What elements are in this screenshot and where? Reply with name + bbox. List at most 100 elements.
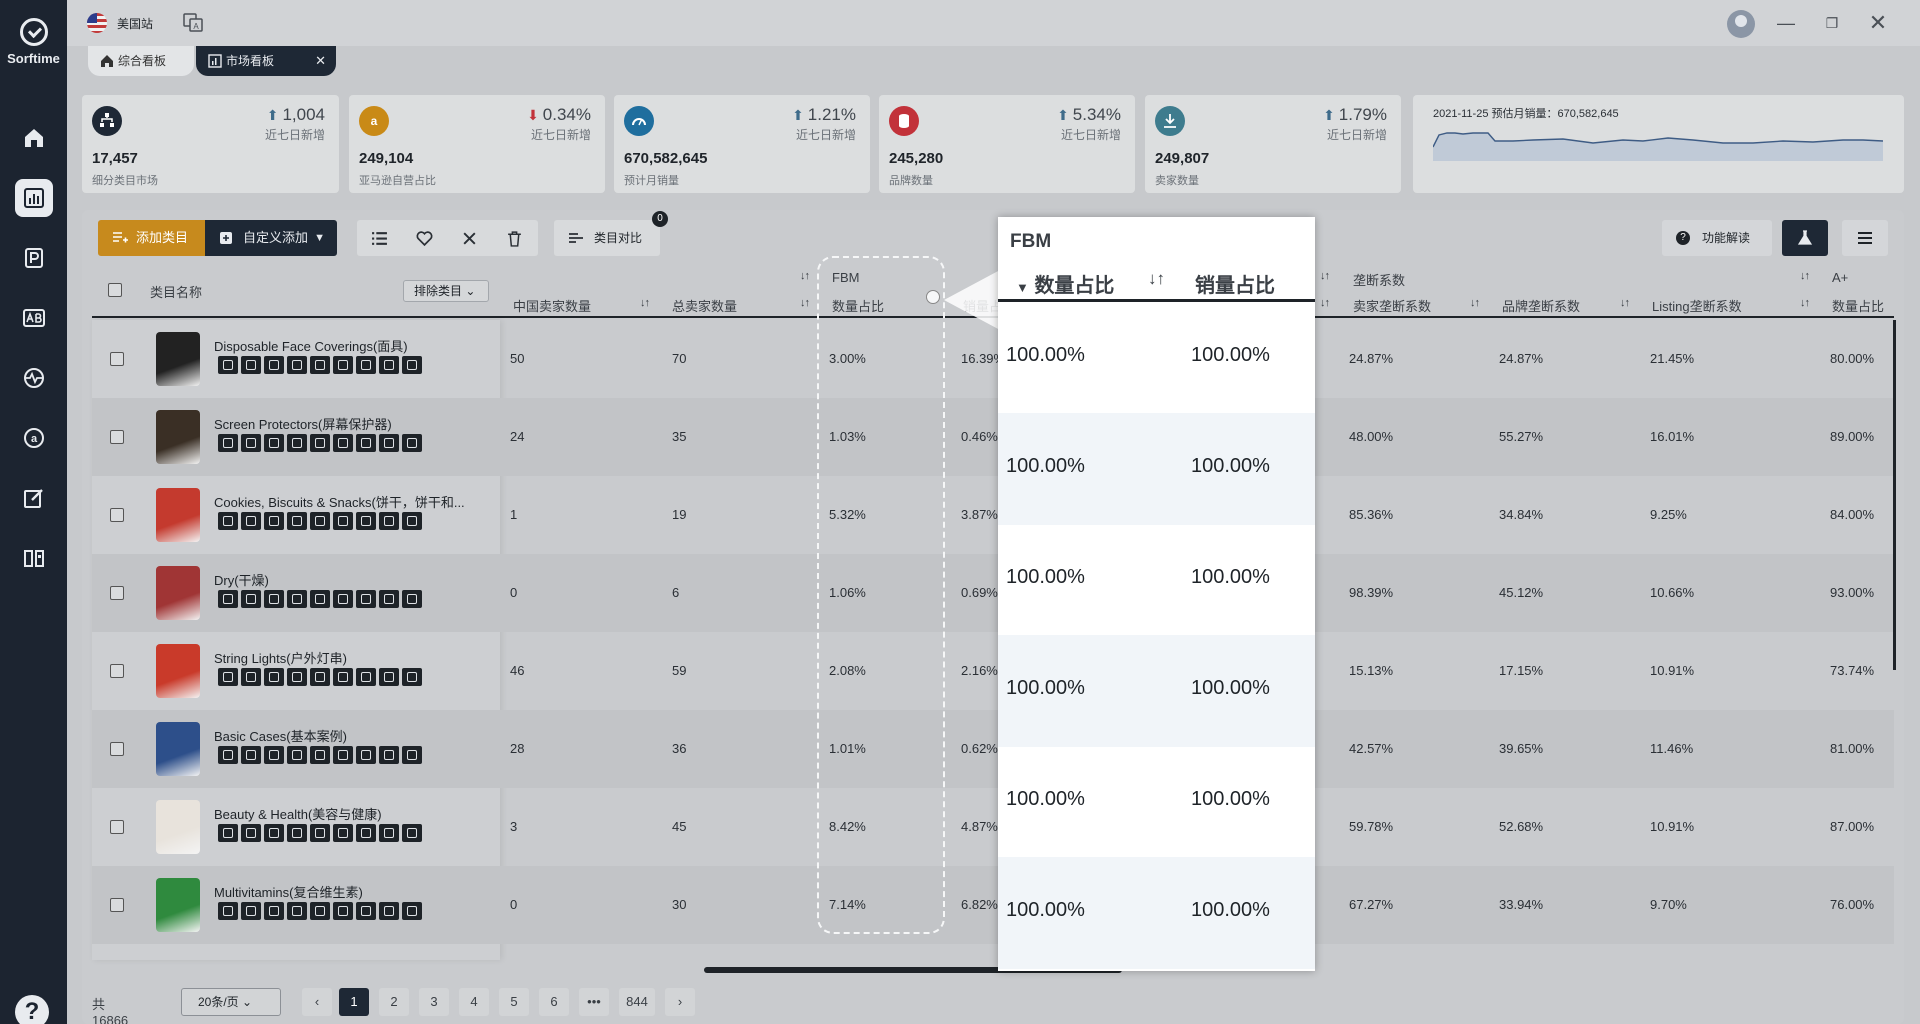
close-window-icon[interactable]: ✕ [1868, 10, 1888, 35]
add-icon[interactable] [402, 746, 422, 764]
tool-icon[interactable] [287, 668, 307, 686]
favorite-icon[interactable] [310, 668, 330, 686]
compare-icon[interactable] [379, 902, 399, 920]
amazon-icon[interactable] [356, 434, 376, 452]
page-button[interactable]: 3 [419, 988, 449, 1016]
vertical-scrollbar[interactable] [1893, 320, 1896, 670]
user-avatar[interactable] [1727, 10, 1755, 38]
add-icon[interactable] [402, 824, 422, 842]
copy-icon[interactable] [333, 356, 353, 374]
favorite-icon[interactable] [310, 902, 330, 920]
header-aplus-qty[interactable]: 数量占比 [1832, 299, 1885, 314]
product-thumbnail[interactable] [156, 566, 200, 620]
flask-icon[interactable] [1782, 220, 1828, 256]
sort-icon[interactable]: ↓↑ [1800, 297, 1810, 309]
select-all-checkbox[interactable] [108, 283, 122, 297]
zoom-col-qty[interactable]: ▼ 数量占比 [1016, 275, 1115, 297]
column-resize-handle[interactable] [926, 290, 940, 304]
add-icon[interactable] [402, 902, 422, 920]
favorite-icon[interactable] [310, 746, 330, 764]
horizontal-scrollbar[interactable] [704, 967, 1122, 973]
row-checkbox[interactable] [110, 820, 124, 834]
tool-icon[interactable] [287, 824, 307, 842]
restore-icon[interactable]: ❐ [1825, 15, 1839, 31]
stat-card[interactable]: ⬆ 5.34% 近七日新增 245,280 品牌数量 [879, 95, 1135, 193]
compare-icon[interactable] [379, 746, 399, 764]
menu-icon[interactable] [1842, 220, 1888, 256]
row-checkbox[interactable] [110, 586, 124, 600]
translate-icon[interactable]: A [183, 12, 203, 32]
trend-icon[interactable] [218, 902, 238, 920]
chart-icon[interactable] [241, 434, 261, 452]
product-thumbnail[interactable] [156, 722, 200, 776]
row-checkbox[interactable] [110, 742, 124, 756]
chart-icon[interactable] [241, 824, 261, 842]
sort-icon[interactable]: ↓↑ [800, 270, 810, 282]
compare-icon[interactable] [379, 824, 399, 842]
prev-page-icon[interactable]: ‹ [302, 988, 332, 1016]
sort-icon[interactable]: ↓↑ [1148, 269, 1165, 288]
category-name-link[interactable]: Disposable Face Coverings(面具) [214, 339, 408, 354]
stat-card[interactable]: ⬆ 1.21% 近七日新增 670,582,645 预计月销量 [614, 95, 870, 193]
sort-icon[interactable]: ↓↑ [800, 297, 810, 309]
minimize-icon[interactable]: — [1777, 13, 1795, 33]
chart-icon[interactable] [241, 356, 261, 374]
category-name-link[interactable]: Basic Cases(基本案例) [214, 729, 347, 744]
trend-icon[interactable] [218, 356, 238, 374]
amazon-icon[interactable] [356, 668, 376, 686]
copy-icon[interactable] [333, 902, 353, 920]
copy-icon[interactable] [333, 746, 353, 764]
close-tab-icon[interactable]: ✕ [315, 53, 326, 68]
nav-product-icon[interactable] [15, 239, 53, 277]
header-total-sellers[interactable]: 总卖家数量 [672, 299, 738, 314]
amazon-icon[interactable] [356, 356, 376, 374]
sort-icon[interactable]: ↓↑ [640, 297, 650, 309]
target-icon[interactable] [264, 512, 284, 530]
station-selector[interactable]: 美国站 [117, 17, 154, 31]
chart-icon[interactable] [241, 902, 261, 920]
chart-icon[interactable] [241, 746, 261, 764]
sort-icon[interactable]: ↓↑ [1800, 270, 1810, 282]
chart-icon[interactable] [241, 512, 261, 530]
favorite-icon[interactable] [310, 512, 330, 530]
trend-icon[interactable] [218, 512, 238, 530]
product-thumbnail[interactable] [156, 878, 200, 932]
us-flag-icon[interactable] [87, 13, 107, 33]
row-checkbox[interactable] [110, 664, 124, 678]
copy-icon[interactable] [333, 668, 353, 686]
compare-icon[interactable] [379, 356, 399, 374]
feature-explain-button[interactable]: ? 功能解读 [1662, 220, 1772, 256]
category-name-link[interactable]: Screen Protectors(屏幕保护器) [214, 417, 392, 432]
copy-icon[interactable] [333, 434, 353, 452]
category-name-link[interactable]: Dry(干燥) [214, 573, 269, 588]
nav-pulse-icon[interactable] [15, 359, 53, 397]
copy-icon[interactable] [333, 512, 353, 530]
product-thumbnail[interactable] [156, 410, 200, 464]
delete-icon[interactable] [492, 220, 537, 256]
product-thumbnail[interactable] [156, 332, 200, 386]
tool-icon[interactable] [287, 746, 307, 764]
tool-icon[interactable] [287, 434, 307, 452]
target-icon[interactable] [264, 434, 284, 452]
favorite-icon[interactable] [402, 220, 447, 256]
stat-card[interactable]: a ⬇ 0.34% 近七日新增 249,104 亚马逊自营占比 [349, 95, 605, 193]
trend-icon[interactable] [218, 824, 238, 842]
favorite-icon[interactable] [310, 434, 330, 452]
add-icon[interactable] [402, 356, 422, 374]
compare-icon[interactable] [379, 512, 399, 530]
header-listing-monopoly[interactable]: Listing垄断系数 [1652, 299, 1742, 314]
compare-icon[interactable] [379, 434, 399, 452]
sort-icon[interactable]: ↓↑ [1320, 297, 1330, 309]
help-icon[interactable]: ? [15, 995, 49, 1024]
target-icon[interactable] [264, 668, 284, 686]
page-button[interactable]: 5 [499, 988, 529, 1016]
add-category-button[interactable]: 添加类目 [98, 220, 205, 256]
sort-icon[interactable]: ↓↑ [1620, 297, 1630, 309]
tool-icon[interactable] [287, 356, 307, 374]
page-button[interactable]: 4 [459, 988, 489, 1016]
exclude-category-dropdown[interactable]: 排除类目 ⌄ [403, 280, 489, 302]
category-name-link[interactable]: Cookies, Biscuits & Snacks(饼干，饼干和... [214, 495, 465, 510]
add-icon[interactable] [402, 668, 422, 686]
amazon-icon[interactable] [356, 512, 376, 530]
page-button[interactable]: 6 [539, 988, 569, 1016]
